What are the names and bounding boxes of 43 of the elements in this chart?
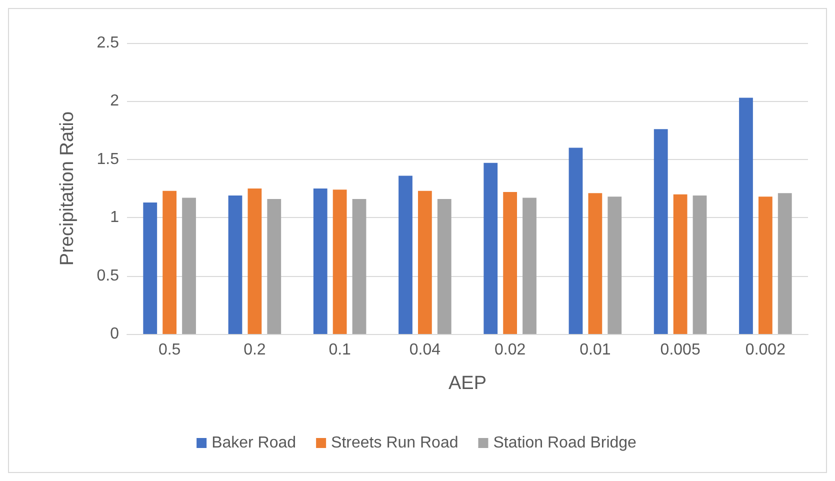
y-tick-label: 1 <box>110 209 120 226</box>
bar <box>522 198 536 334</box>
x-tick-label: 0.02 <box>494 342 526 358</box>
y-tick-label: 0 <box>110 326 120 342</box>
y-axis-title: Precipitation Ratio <box>57 111 78 266</box>
x-tick-label: 0.1 <box>328 342 352 358</box>
bar <box>568 148 583 334</box>
y-tick-label: 2.5 <box>96 34 120 52</box>
bar <box>143 202 158 334</box>
bar <box>758 196 772 334</box>
bar <box>608 196 622 334</box>
y-tick-label: 0.5 <box>96 267 120 284</box>
bar <box>588 193 602 334</box>
y-tick-label: 1.5 <box>96 150 120 168</box>
legend-label: Streets Run Road <box>331 434 458 452</box>
bar <box>654 129 668 334</box>
bar <box>673 194 688 334</box>
x-tick-label: 0.002 <box>745 342 786 358</box>
x-tick-label: 0.04 <box>409 342 441 358</box>
legend-label: Station Road Bridge <box>493 434 637 452</box>
bar <box>162 190 177 334</box>
bar <box>437 198 452 334</box>
bar <box>484 162 498 334</box>
bar <box>398 176 412 334</box>
bar <box>248 188 262 334</box>
bar <box>778 193 792 334</box>
bar <box>739 98 753 334</box>
bar <box>352 198 366 334</box>
bar <box>313 188 328 334</box>
bar <box>332 190 347 334</box>
bar <box>503 192 518 334</box>
x-tick-label: 0.01 <box>580 342 611 358</box>
x-tick-label: 0.005 <box>660 342 700 358</box>
bar <box>228 195 242 334</box>
x-tick-label: 0.2 <box>244 342 266 358</box>
bar <box>267 198 282 334</box>
bar <box>418 190 432 334</box>
x-tick-label: 0.5 <box>158 342 181 358</box>
bar <box>692 195 707 334</box>
y-tick-label: 2 <box>110 92 120 110</box>
x-axis-title: AEP <box>448 373 487 394</box>
bar <box>182 198 196 334</box>
legend-label: Baker Road <box>212 434 296 452</box>
